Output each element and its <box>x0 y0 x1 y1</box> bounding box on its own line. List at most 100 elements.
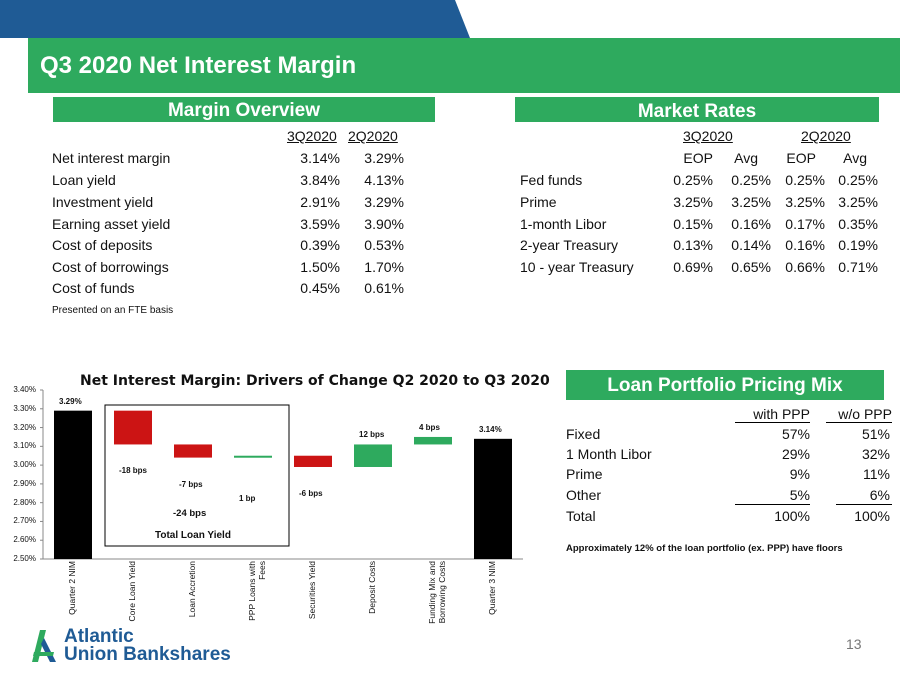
loan-mix-footnote: Approximately 12% of the loan portfolio … <box>566 543 843 554</box>
margin-row-q3: 3.84% <box>300 172 340 188</box>
logo-line1: Atlantic <box>64 626 134 647</box>
x-category-label: Deposit Costs <box>367 561 377 614</box>
waterfall-bar <box>174 444 212 458</box>
rates-cell: 0.14% <box>731 237 771 253</box>
rates-cell: 0.15% <box>673 216 713 232</box>
rates-subcol: EOP <box>683 150 713 166</box>
loan-mix-row-label: Other <box>566 487 602 503</box>
bar-value-label: 3.14% <box>479 424 502 434</box>
y-tick-label: 2.70% <box>13 516 36 526</box>
loan-mix-without: 6% <box>869 487 890 503</box>
rates-subcol: Avg <box>734 150 758 166</box>
rates-cell: 0.65% <box>731 259 771 275</box>
loan-mix-row-label: Total <box>566 508 596 524</box>
rates-period-3q2020: 3Q2020 <box>683 128 733 144</box>
rates-cell: 0.66% <box>785 259 825 275</box>
y-tick-label: 2.90% <box>13 478 36 488</box>
rates-cell: 3.25% <box>731 194 771 210</box>
loan-mix-without: 51% <box>861 426 890 442</box>
y-tick-label: 3.10% <box>13 441 36 451</box>
logo-mark-icon <box>32 630 56 662</box>
page-title: Q3 2020 Net Interest Margin <box>40 52 357 79</box>
margin-row-q2: 3.29% <box>364 194 404 210</box>
waterfall-bar <box>414 436 452 445</box>
x-category-label: Core Loan Yield <box>127 561 137 622</box>
margin-row-q3: 3.59% <box>300 216 340 232</box>
loan-mix-row-label: Fixed <box>566 426 601 442</box>
waterfall-bar <box>354 444 392 467</box>
margin-overview-heading: Margin Overview <box>53 97 435 122</box>
rates-cell: 0.16% <box>731 216 771 232</box>
rates-cell: 0.25% <box>785 172 825 188</box>
subtotal-rule <box>836 504 892 505</box>
loan-mix-heading: Loan Portfolio Pricing Mix <box>566 370 884 400</box>
rates-cell: 3.25% <box>673 194 713 210</box>
subtotal-label: -24 bps <box>173 508 207 519</box>
group-box <box>104 404 290 547</box>
margin-row-label: Cost of deposits <box>52 237 153 253</box>
x-category-label: Funding Mix and Borrowing Costs <box>427 561 447 624</box>
loan-mix-row-label: Prime <box>566 466 603 482</box>
y-tick-label: 2.50% <box>13 554 36 563</box>
margin-row-label: Investment yield <box>52 194 154 210</box>
margin-row-q2: 4.13% <box>364 172 404 188</box>
y-tick-label: 3.40% <box>13 385 36 394</box>
loan-mix-with: 29% <box>781 446 810 462</box>
margin-row-q2: 1.70% <box>364 259 404 275</box>
rates-row-label: 1-month Libor <box>520 216 607 232</box>
margin-row-q2: 0.53% <box>364 237 404 253</box>
margin-row-q3: 1.50% <box>300 259 340 275</box>
rates-row-label: 10 - year Treasury <box>520 259 634 275</box>
margin-col-2q2020: 2Q2020 <box>348 128 398 144</box>
bar-value-label: -6 bps <box>299 488 323 498</box>
rates-cell: 0.25% <box>838 172 878 188</box>
waterfall-bar <box>234 455 272 458</box>
margin-row-label: Cost of borrowings <box>52 259 169 275</box>
rates-cell: 0.17% <box>785 216 825 232</box>
x-category-label: PPP Loans with Fees <box>247 561 267 621</box>
loan-mix-without: 11% <box>863 466 890 482</box>
logo-line2: Union Bankshares <box>64 644 231 665</box>
loan-mix-col-with-ppp: with PPP <box>735 406 810 423</box>
rates-row-label: Fed funds <box>520 172 583 188</box>
rates-period-2q2020: 2Q2020 <box>801 128 851 144</box>
margin-row-q3: 0.45% <box>300 280 340 296</box>
rates-cell: 3.25% <box>838 194 878 210</box>
y-tick-label: 3.00% <box>13 460 36 470</box>
margin-row-q2: 3.29% <box>364 150 404 166</box>
rates-cell: 0.25% <box>673 172 713 188</box>
loan-mix-with: 100% <box>774 508 810 524</box>
y-tick-label: 2.80% <box>13 497 36 507</box>
loan-mix-row-label: 1 Month Libor <box>566 446 652 462</box>
loan-mix-col-without-ppp: w/o PPP <box>826 406 892 423</box>
waterfall-bar <box>114 410 152 445</box>
x-category-label: Quarter 3 NIM <box>487 561 497 615</box>
margin-row-q3: 2.91% <box>300 194 340 210</box>
margin-row-q3: 0.39% <box>300 237 340 253</box>
bar-value-label: -18 bps <box>119 466 148 476</box>
loan-mix-without: 32% <box>861 446 890 462</box>
rates-cell: 0.69% <box>673 259 713 275</box>
title-bar <box>28 38 900 93</box>
waterfall-bar <box>54 410 92 559</box>
waterfall-bar <box>294 455 332 467</box>
rates-row-label: 2-year Treasury <box>520 237 619 253</box>
margin-row-label: Loan yield <box>52 172 116 188</box>
rates-subcol: Avg <box>843 150 867 166</box>
subtotal-rule <box>735 504 810 505</box>
margin-row-label: Earning asset yield <box>52 216 171 232</box>
margin-row-q2: 3.90% <box>364 216 404 232</box>
x-category-label: Securities Yield <box>307 561 317 620</box>
margin-row-q3: 3.14% <box>300 150 340 166</box>
loan-mix-with: 57% <box>781 426 810 442</box>
waterfall-bar <box>474 438 512 559</box>
rates-row-label: Prime <box>520 194 557 210</box>
bar-value-label: 3.29% <box>59 396 82 406</box>
loan-mix-without: 100% <box>854 508 890 524</box>
rates-subcol: EOP <box>786 150 816 166</box>
margin-col-3q2020: 3Q2020 <box>287 128 337 144</box>
group-box-caption: Total Loan Yield <box>155 530 231 541</box>
margin-footnote: Presented on an FTE basis <box>52 305 174 316</box>
x-category-label: Loan Accretion <box>187 561 197 618</box>
